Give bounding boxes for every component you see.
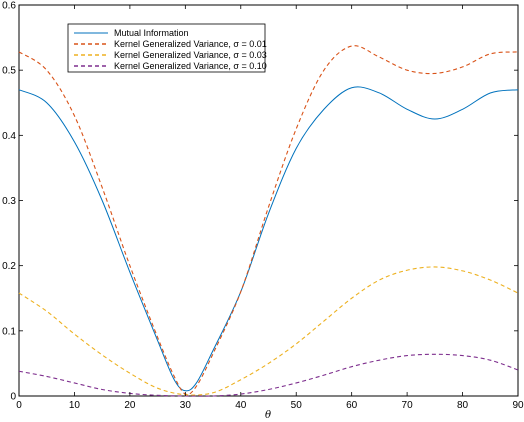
y-tick-label: 0.6 bbox=[2, 1, 16, 12]
x-tick-label: 10 bbox=[69, 400, 81, 411]
x-tick-label: 50 bbox=[291, 400, 303, 411]
legend-label: Kernel Generalized Variance, σ = 0.01 bbox=[114, 39, 267, 49]
y-tick-label: 0.2 bbox=[2, 261, 16, 272]
y-tick-label: 0.1 bbox=[2, 326, 16, 337]
series-line bbox=[18, 266, 519, 396]
y-tick-label: 0.5 bbox=[2, 66, 16, 77]
y-tick-label: 0.4 bbox=[2, 131, 16, 142]
x-tick-label: 20 bbox=[124, 400, 136, 411]
x-tick-label: 0 bbox=[16, 400, 22, 411]
legend-label: Kernel Generalized Variance, σ = 0.03 bbox=[114, 50, 267, 60]
x-tick-label: 60 bbox=[346, 400, 358, 411]
series-layer bbox=[18, 45, 519, 397]
y-tick-label: 0 bbox=[10, 392, 16, 403]
x-tick-label: 30 bbox=[180, 400, 192, 411]
x-tick-label: 90 bbox=[512, 400, 524, 411]
legend-box bbox=[67, 23, 266, 73]
x-tick-label: 70 bbox=[402, 400, 414, 411]
x-axis-title: θ bbox=[265, 410, 271, 421]
x-tick-label: 80 bbox=[457, 400, 469, 411]
ticks-layer: 0 10 20 30 40 50 60 70 80 90 0 0.1 0.2 0.3 0.4 0.5 0.6 bbox=[2, 1, 524, 412]
x-tick-label: 40 bbox=[235, 400, 247, 411]
series-line bbox=[18, 353, 519, 397]
legend-label: Kernel Generalized Variance, σ = 0.10 bbox=[114, 61, 267, 71]
y-tick-label: 0.3 bbox=[2, 196, 16, 207]
series-line bbox=[18, 45, 519, 396]
legend-label: Mutual Information bbox=[114, 28, 189, 38]
